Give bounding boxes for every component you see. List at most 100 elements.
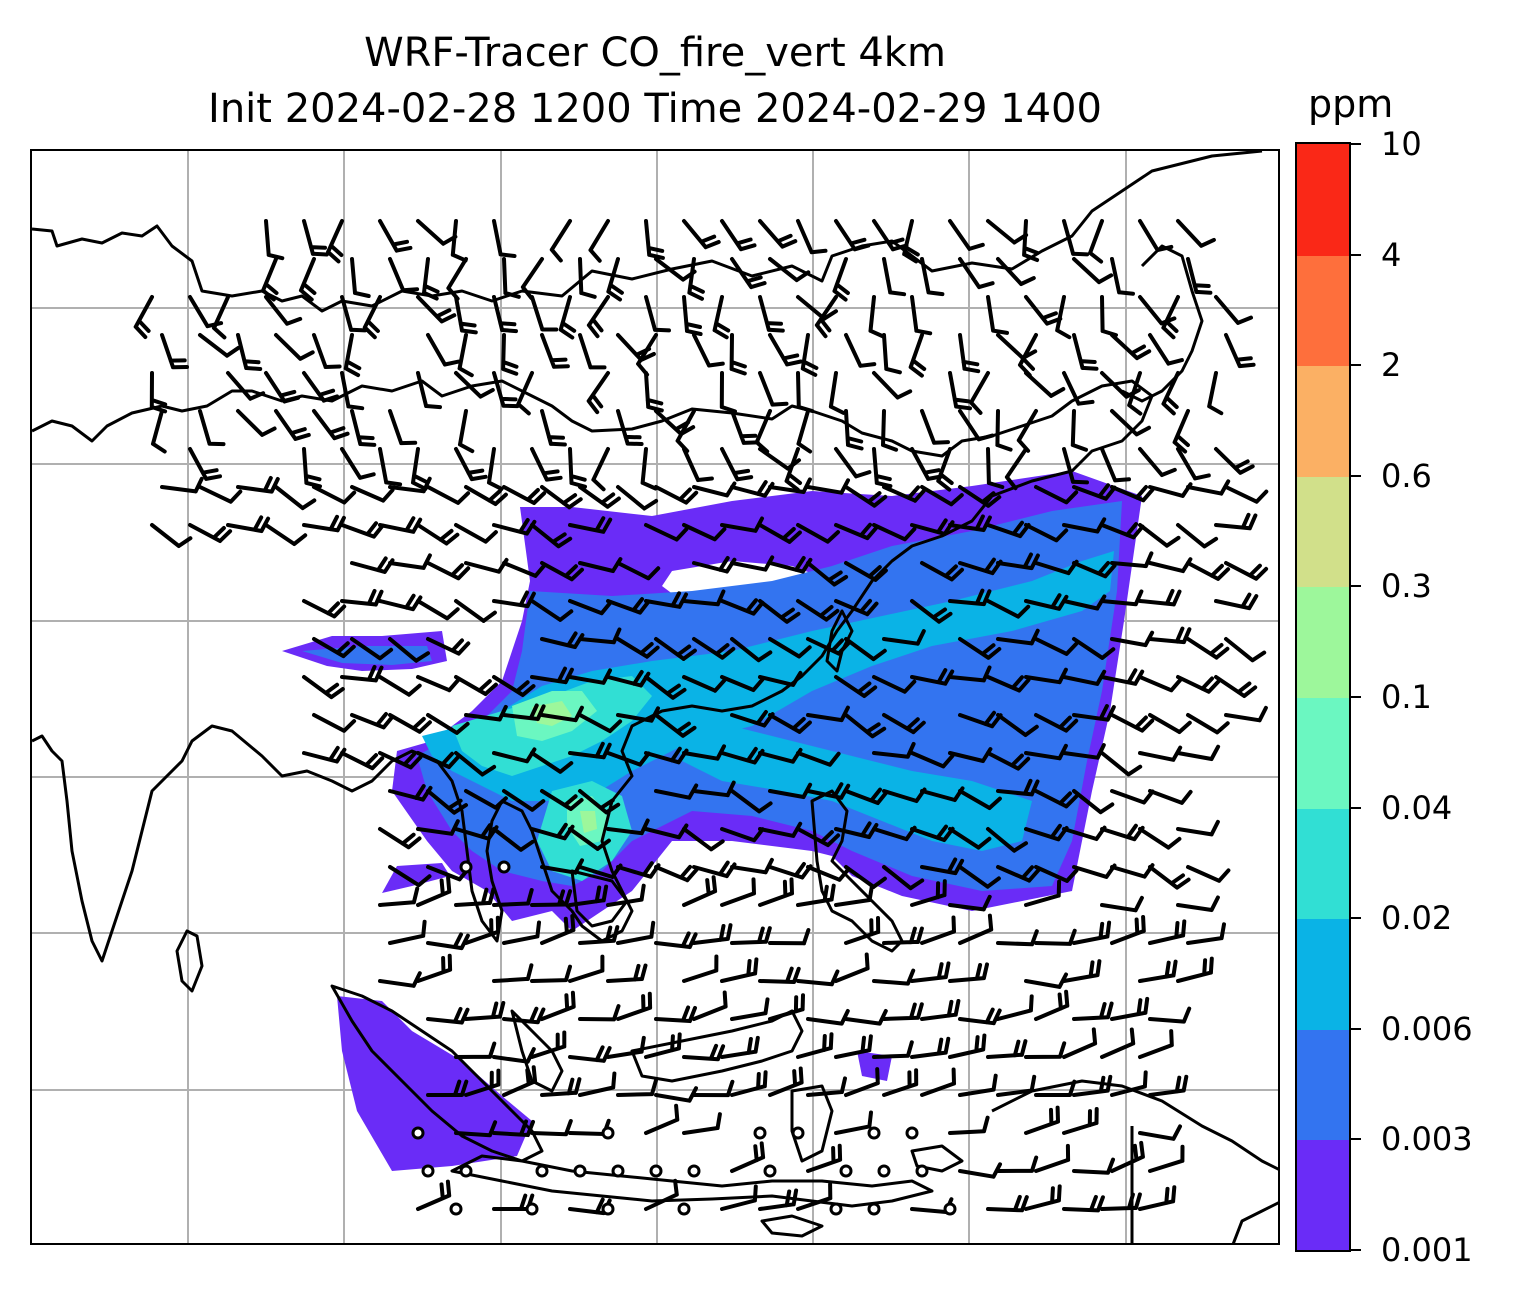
wind-barb	[834, 675, 878, 698]
wind-barb	[806, 865, 851, 882]
wind-barb	[274, 333, 315, 361]
wind-barb	[464, 1068, 501, 1097]
wind-barb	[454, 1041, 497, 1059]
wind-barb	[1224, 333, 1256, 369]
wind-barb	[378, 219, 413, 253]
colorbar-tick-label: 0.6	[1381, 456, 1432, 495]
wind-barb	[340, 447, 376, 480]
wind-barb	[616, 561, 661, 581]
wind-barb	[872, 219, 909, 252]
wind-barb	[806, 637, 851, 656]
wind-barb	[996, 257, 1036, 286]
wind-barb	[1034, 789, 1079, 809]
wind-barb	[834, 447, 872, 479]
wind-barb	[730, 480, 775, 498]
wind-barb	[464, 1001, 506, 1021]
wind-barb	[1110, 1070, 1148, 1097]
calm-wind-circle	[791, 1126, 805, 1140]
wind-barb	[150, 523, 193, 548]
wind-barb	[1100, 295, 1118, 338]
wind-barb	[530, 599, 574, 622]
wind-barb	[549, 219, 572, 263]
wind-barb	[796, 1182, 833, 1211]
wind-barb	[834, 1034, 873, 1059]
wind-barb	[844, 1067, 880, 1097]
wind-barb	[768, 862, 813, 880]
wind-barb	[1024, 371, 1066, 398]
wind-barb	[198, 485, 243, 504]
wind-barb	[1024, 1184, 1062, 1211]
wind-barb	[1214, 592, 1259, 611]
calm-wind-circle	[459, 860, 473, 874]
wind-barb	[416, 599, 460, 621]
calm-wind-circle	[535, 1164, 549, 1178]
wind-barb	[454, 599, 497, 623]
wind-barb	[640, 447, 658, 491]
wind-barb	[388, 637, 430, 663]
calm-wind-circle	[411, 1126, 425, 1140]
wind-barb	[426, 1079, 469, 1097]
wind-barb	[1072, 257, 1114, 285]
wind-barb	[1138, 447, 1177, 477]
colorbar-tick	[1351, 917, 1361, 920]
wind-barb	[692, 1079, 735, 1098]
wind-barb	[378, 675, 422, 697]
wind-barb	[388, 476, 432, 494]
wind-barb	[687, 257, 705, 301]
wind-barb	[299, 257, 317, 302]
wind-barb	[996, 778, 1040, 797]
wind-barb	[682, 523, 727, 542]
wind-barb	[910, 879, 947, 907]
wind-barb	[1138, 1124, 1182, 1141]
wind-barb	[882, 926, 924, 945]
wind-barb	[872, 1040, 914, 1059]
wind-barb	[1186, 922, 1226, 945]
wind-barb	[586, 295, 610, 339]
wind-barb	[834, 884, 874, 907]
wind-barb	[986, 675, 1031, 693]
wind-barb	[768, 637, 812, 659]
calm-wind-circle	[421, 1164, 435, 1178]
wind-barb	[492, 675, 536, 697]
wind-barb	[1110, 789, 1155, 805]
wind-barb	[160, 333, 189, 370]
wind-barb	[1110, 333, 1152, 361]
calm-wind-circle	[459, 1164, 473, 1178]
wind-barb	[464, 485, 508, 506]
wind-barb	[454, 371, 495, 399]
wind-barb	[1224, 637, 1267, 663]
wind-barb	[882, 333, 902, 375]
wind-barb	[768, 928, 811, 946]
wind-barb	[682, 675, 727, 693]
wind-barb	[1224, 485, 1269, 504]
wind-barb	[454, 887, 496, 907]
wind-barb	[378, 516, 423, 534]
wind-barb	[1176, 447, 1211, 481]
wind-barb	[454, 1120, 498, 1138]
wind-barb	[416, 675, 461, 693]
wind-barb	[578, 713, 623, 734]
wind-barb	[1186, 561, 1231, 581]
wind-barb	[758, 1188, 799, 1211]
wind-barb	[758, 295, 785, 333]
wind-barb	[958, 637, 1002, 660]
map-panel	[30, 149, 1280, 1245]
wind-barb	[996, 994, 1034, 1021]
wind-barb	[350, 409, 377, 447]
wind-barb	[264, 295, 303, 326]
wind-barb	[834, 821, 879, 839]
wind-barb	[1062, 371, 1095, 406]
wind-barb	[578, 557, 623, 573]
wind-barb	[796, 219, 828, 255]
wind-barb	[1024, 1041, 1067, 1059]
wind-barb	[1100, 895, 1144, 913]
wind-barb	[492, 219, 517, 258]
wind-barb	[720, 219, 757, 252]
colorbar-tick-label: 0.02	[1381, 899, 1453, 938]
wind-barb	[1110, 915, 1146, 945]
wind-barb	[1070, 409, 1088, 452]
wind-barb	[616, 1078, 658, 1097]
wind-barb	[1004, 447, 1028, 491]
wind-barb	[1207, 371, 1224, 416]
wind-barb	[350, 257, 371, 298]
